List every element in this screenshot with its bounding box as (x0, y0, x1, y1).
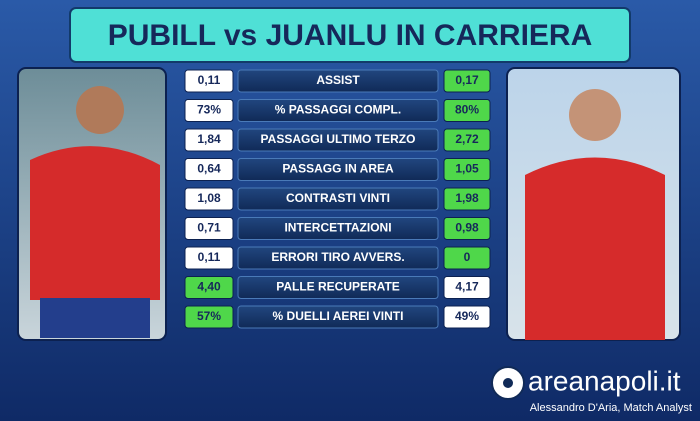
left-value-box (184, 305, 234, 329)
label-box (237, 69, 439, 93)
right-value-box (443, 187, 491, 211)
right-value: 80% (455, 103, 479, 117)
stat-label: PALLE RECUPERATE (276, 280, 400, 294)
right-value: 2,72 (455, 132, 479, 146)
logo (491, 366, 525, 400)
right-value-box (443, 305, 491, 329)
label-box (237, 276, 439, 299)
right-value-box (443, 99, 491, 122)
right-value: 1,98 (455, 191, 479, 205)
label-box (237, 246, 439, 270)
left-value-box (184, 217, 234, 240)
right-value-box (443, 128, 491, 152)
label-box (237, 305, 439, 329)
label-box (237, 128, 439, 152)
right-value-box (443, 158, 491, 181)
right-value-box (443, 217, 491, 240)
left-value: 0,11 (198, 250, 221, 264)
left-value-box (184, 128, 234, 152)
stat-label: % PASSAGGI COMPL. (275, 103, 401, 117)
stat-label: ERRORI TIRO AVVERS. (271, 250, 404, 264)
stat-label: CONTRASTI VINTI (286, 191, 390, 205)
right-value: 1,05 (455, 162, 479, 176)
label-box (237, 187, 439, 211)
left-value-box (184, 69, 234, 93)
stat-label: PASSAGG IN AREA (282, 162, 394, 176)
right-value-box (443, 246, 491, 270)
left-value-box (184, 187, 234, 211)
right-value: 49% (455, 309, 479, 323)
left-value: 1,08 (197, 191, 221, 205)
left-value-box (184, 276, 234, 299)
credit: Alessandro D'Aria, Match Analyst (530, 402, 692, 414)
right-photo (506, 67, 681, 341)
title: PUBILL vs JUANLU IN CARRIERA (108, 19, 593, 52)
left-value: 0,11 (198, 73, 221, 87)
left-value: 57% (197, 309, 221, 323)
label-box (237, 158, 439, 181)
left-value-box (184, 99, 234, 122)
right-value: 4,17 (455, 280, 479, 294)
left-value-box (184, 246, 234, 270)
left-photo (17, 67, 167, 341)
stat-label: INTERCETTAZIONI (284, 221, 391, 235)
stat-label: ASSIST (316, 73, 360, 87)
label-box (237, 99, 439, 122)
left-value: 0,71 (197, 221, 221, 235)
right-value: 0,98 (455, 221, 479, 235)
right-value: 0 (464, 250, 471, 264)
stat-label: PASSAGGI ULTIMO TERZO (261, 132, 416, 146)
title-bar (69, 7, 631, 63)
left-value: 73% (197, 103, 221, 117)
left-value: 4,40 (197, 280, 221, 294)
stat-label: % DUELLI AEREI VINTI (273, 309, 404, 323)
right-value-box (443, 69, 491, 93)
left-value: 0,64 (197, 162, 221, 176)
left-value-box (184, 158, 234, 181)
left-value: 1,84 (197, 132, 221, 146)
stats-table: 0,11 ASSIST 0,17 73% % PASSAGGI COMPL. 80% 1,8… (184, 69, 491, 329)
brand: areanapoli.it (528, 365, 681, 396)
right-value: 0,17 (455, 73, 479, 87)
right-value-box (443, 276, 491, 299)
label-box (237, 217, 439, 240)
